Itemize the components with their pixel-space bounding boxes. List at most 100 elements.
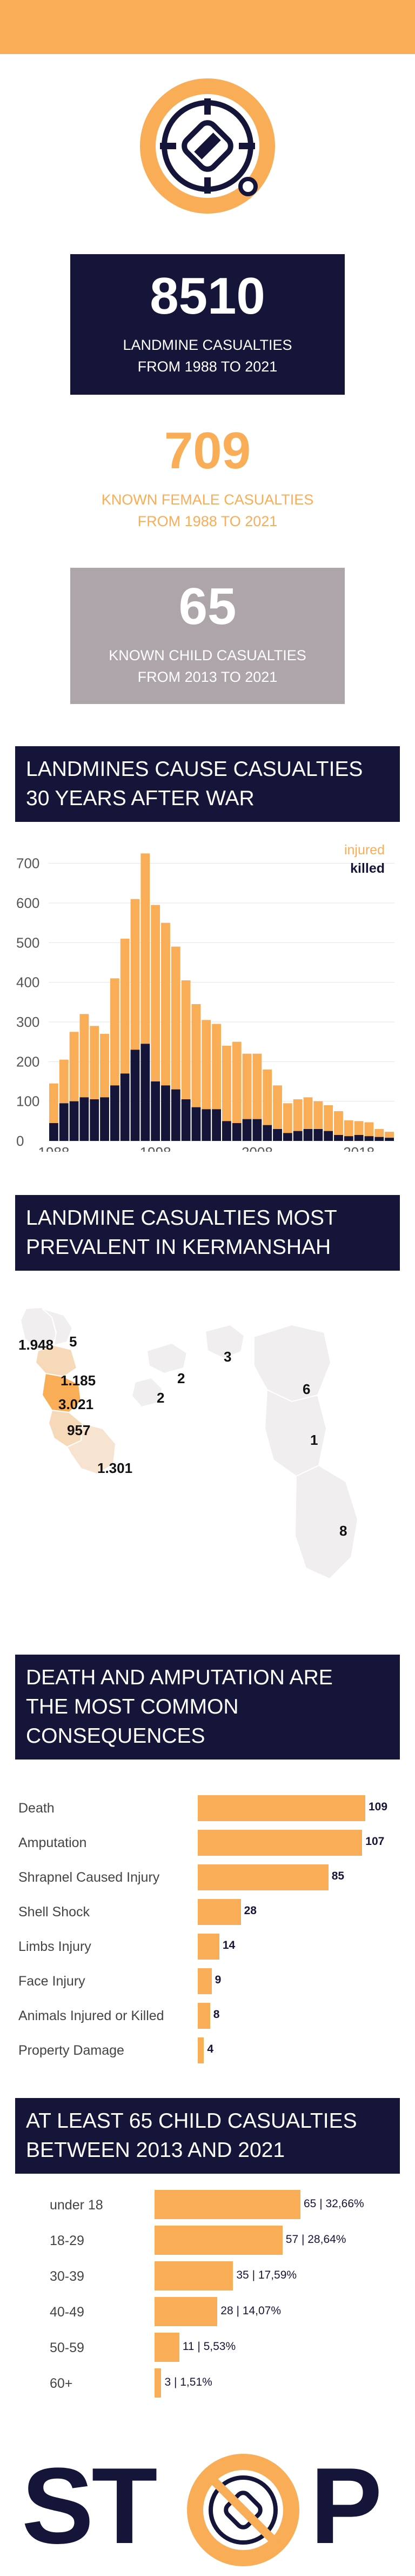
map-label: 1.301	[97, 1460, 132, 1476]
stat-total-label: LANDMINE CASUALTIES FROM 1988 TO 2021	[123, 337, 292, 375]
bar-category-label: Animals Injured or Killed	[18, 2008, 164, 2023]
province-sistan-baluchestan	[294, 1464, 359, 1580]
map-label: 5	[69, 1333, 77, 1350]
stat-female-casualties: 709 KNOWN FEMALE CASUALTIES FROM 1988 TO…	[70, 416, 345, 557]
bar-injured	[354, 1121, 364, 1135]
bar	[155, 2226, 283, 2255]
stat-female-value: 709	[164, 422, 251, 480]
bar-injured	[191, 1004, 201, 1107]
province-khorasan	[253, 1324, 332, 1403]
bar	[198, 1934, 219, 1960]
bar-killed	[324, 1131, 333, 1141]
bar	[155, 2297, 218, 2326]
top-banner	[0, 0, 415, 54]
bar-killed	[374, 1137, 384, 1141]
map-label: 8	[339, 1523, 347, 1539]
bar-value-label: 14	[222, 1939, 236, 1951]
bar-killed	[222, 1121, 231, 1141]
bar-killed	[232, 1123, 242, 1141]
map-label: 1.185	[61, 1372, 96, 1389]
y-tick-label: 700	[16, 855, 39, 872]
bar-category-label: 18-29	[50, 2233, 84, 2248]
stat-total-casualties: 8510 LANDMINE CASUALTIES FROM 1988 TO 20…	[70, 254, 345, 395]
stat-child-value: 65	[178, 577, 237, 635]
bar-killed	[130, 1050, 140, 1141]
bar-injured	[69, 1032, 79, 1101]
bar-killed	[263, 1125, 272, 1141]
bar-injured	[242, 1053, 252, 1119]
bar-category-label: under 18	[50, 2197, 103, 2213]
bar-killed	[354, 1135, 364, 1141]
bar-injured	[303, 1097, 313, 1129]
bar	[198, 1968, 212, 1994]
bar-category-label: 30-39	[50, 2269, 84, 2284]
province-markazi	[131, 1377, 163, 1408]
bar-value-label: 85	[331, 1870, 345, 1882]
bar-category-label: Property Damage	[18, 2043, 124, 2058]
bar-killed	[202, 1109, 211, 1141]
bar-injured	[313, 1101, 323, 1129]
bar-injured	[90, 1026, 99, 1099]
bar-injured	[130, 899, 140, 1050]
bar-injured	[161, 922, 170, 1086]
bar	[155, 2261, 233, 2290]
bar-killed	[364, 1136, 374, 1141]
bar-killed	[140, 1044, 150, 1141]
bar-injured	[171, 946, 180, 1090]
bar	[198, 2037, 204, 2063]
map-label: 1.948	[18, 1337, 53, 1353]
bar	[155, 2368, 162, 2398]
bar-injured	[263, 1070, 272, 1125]
bar-category-label: Face Injury	[18, 1974, 85, 1989]
bar	[198, 2003, 210, 2029]
province-semnan	[204, 1324, 245, 1359]
bar-killed	[273, 1129, 282, 1141]
province-tehran	[146, 1342, 188, 1375]
bar-injured	[120, 939, 130, 1074]
bar-value-label: 57 | 28,64%	[285, 2233, 346, 2246]
bar-injured	[334, 1111, 343, 1135]
bar-injured	[222, 1046, 231, 1121]
y-tick-label: 100	[16, 1093, 39, 1110]
bar-injured	[283, 1103, 292, 1133]
province-kermanshah	[41, 1372, 82, 1413]
map-label: 3	[224, 1349, 231, 1365]
bar-injured	[252, 1053, 262, 1119]
y-tick-label: 200	[16, 1053, 39, 1070]
consequences-bar-chart: Death 109 Amputation 107 Shrapnel Caused Inj…	[0, 1795, 415, 2087]
bar-injured	[293, 1099, 303, 1131]
bar-value-label: 11 | 5,53%	[182, 2340, 236, 2353]
bar-value-label: 107	[365, 1835, 385, 1848]
map-label: 3.021	[58, 1396, 93, 1412]
x-tick-label: 1988	[38, 1144, 69, 1152]
bar-killed	[313, 1129, 323, 1141]
bar-killed	[242, 1119, 252, 1141]
bar-injured	[324, 1105, 333, 1131]
map-label: 2	[177, 1370, 185, 1386]
bar-killed	[69, 1101, 79, 1141]
bar	[198, 1864, 329, 1890]
bar-killed	[110, 1085, 119, 1141]
y-tick-label: 300	[16, 1014, 39, 1030]
bar-killed	[385, 1138, 394, 1141]
province-kurdistan	[35, 1344, 78, 1378]
bar-injured	[79, 1014, 89, 1098]
y-tick-label: 0	[16, 1133, 24, 1149]
bar-injured	[110, 978, 119, 1086]
stat-child-label: KNOWN CHILD CASUALTIES FROM 2013 TO 2021	[109, 647, 306, 685]
map-label: 6	[303, 1381, 310, 1397]
bar	[198, 1795, 365, 1821]
bar-killed	[191, 1107, 201, 1141]
bar-value-label: 3 | 1,51%	[164, 2376, 212, 2388]
children-heading: AT LEAST 65 CHILD CASUALTIES BETWEEN 201…	[15, 2098, 400, 2174]
bar-killed	[79, 1097, 89, 1141]
bar-category-label: Amputation	[18, 1835, 87, 1850]
bar-injured	[100, 1034, 109, 1098]
bar-killed	[161, 1085, 170, 1141]
stop-text-left: ST	[22, 2446, 158, 2566]
bar-injured	[151, 905, 160, 1081]
no-landmine-icon	[187, 2454, 299, 2566]
timeline-heading: LANDMINES CAUSE CASUALTIES 30 YEARS AFTE…	[15, 746, 400, 822]
bar-injured	[49, 1083, 58, 1123]
map-label: 957	[67, 1422, 90, 1438]
